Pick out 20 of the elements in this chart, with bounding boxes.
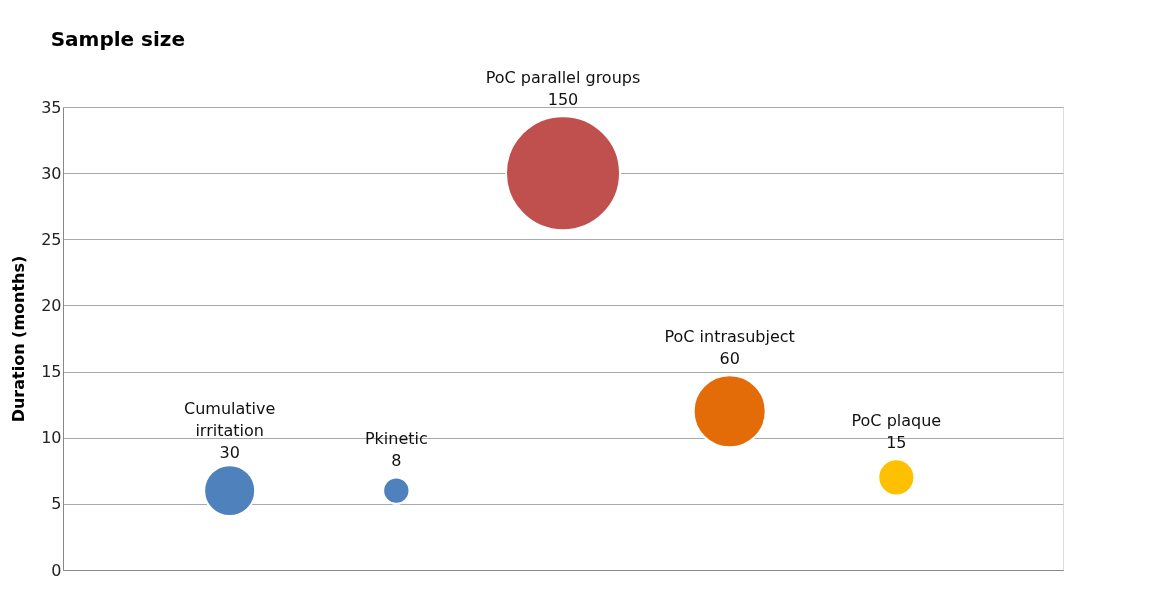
chart-title: Sample size xyxy=(50,27,186,52)
data-label: 30 xyxy=(219,443,240,463)
text: Cumulative irritation xyxy=(184,399,276,441)
y-tick-label: 20 xyxy=(41,295,62,315)
text: PoC plaque xyxy=(851,411,942,431)
data-label: 15 xyxy=(886,433,907,453)
y-axis-title: Duration (months) xyxy=(9,255,29,423)
y-tick-label: 25 xyxy=(41,229,62,249)
data-label: 8 xyxy=(391,451,402,471)
data-label: 150 xyxy=(547,90,579,110)
data-label: 60 xyxy=(719,349,740,369)
y-tick-label: 5 xyxy=(51,494,62,514)
y-tick-label: 30 xyxy=(41,163,62,183)
y-tick-label: 35 xyxy=(41,97,62,117)
text: PoC parallel groups xyxy=(485,68,641,88)
y-tick-label: 10 xyxy=(41,428,62,448)
text: Pkinetic xyxy=(364,429,428,449)
text: PoC intrasubject xyxy=(664,327,795,347)
y-tick-label: 0 xyxy=(51,560,62,580)
y-tick-label: 15 xyxy=(41,362,62,382)
